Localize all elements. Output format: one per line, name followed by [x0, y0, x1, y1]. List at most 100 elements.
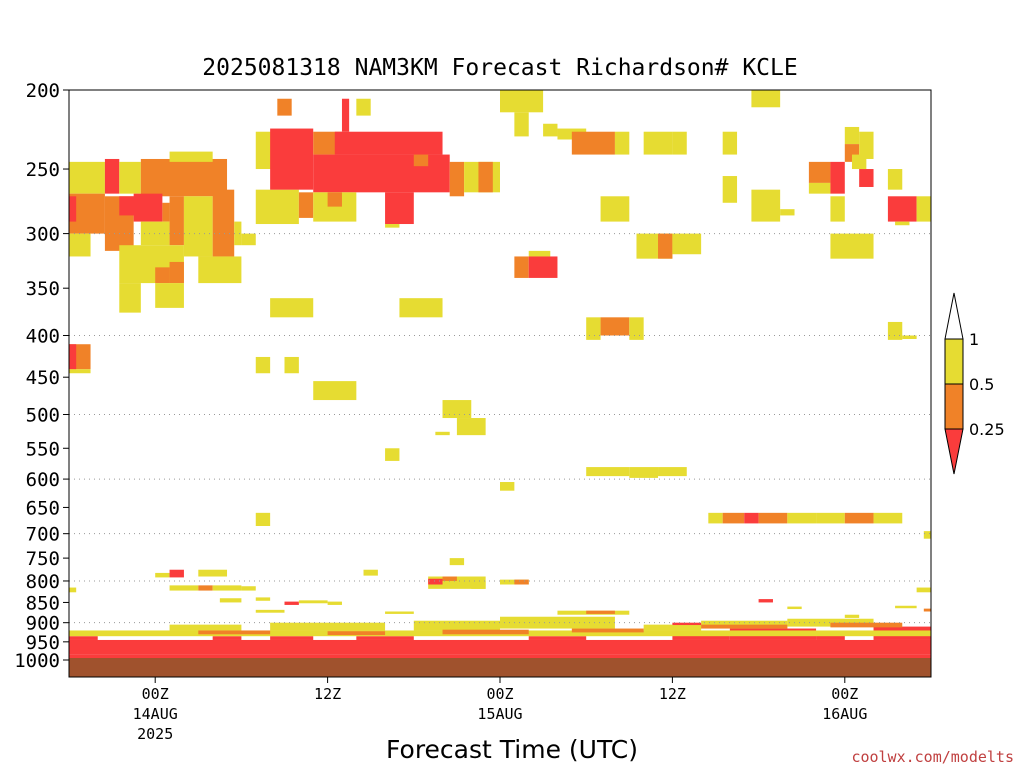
ri-cell-65 — [643, 131, 673, 155]
ri-cell-85 — [830, 196, 845, 222]
ri-cell-127 — [212, 636, 242, 640]
ri-cell-97 — [902, 335, 917, 340]
ri-cell-63 — [571, 131, 615, 155]
ri-cell-22 — [155, 283, 184, 308]
ri-cell-44 — [385, 224, 400, 228]
ri-cell-55 — [500, 90, 544, 113]
xtick-label-1: 12Z — [314, 685, 341, 703]
xtick-label-3: 12Z — [659, 685, 686, 703]
ytick-label-250: 250 — [26, 159, 60, 181]
ri-cell-126 — [69, 636, 98, 640]
ri-cell-73 — [672, 233, 702, 255]
ri-cell-26 — [69, 369, 91, 374]
ri-cell-29 — [270, 128, 314, 190]
colorbar-label-2: 0.25 — [969, 420, 1005, 439]
xtick-year-0: 2025 — [137, 725, 173, 743]
ri-cell-142 — [643, 624, 702, 631]
ri-cell-4 — [169, 151, 213, 162]
ri-cell-98 — [708, 512, 723, 524]
ri-cell-3 — [140, 158, 228, 197]
ri-cell-72 — [658, 233, 673, 259]
ri-cell-23 — [198, 256, 242, 284]
ri-cell-149 — [701, 624, 788, 629]
ri-cell-91 — [830, 233, 874, 259]
ri-cell-45 — [270, 298, 314, 318]
ri-cell-84 — [830, 161, 845, 194]
ri-cell-162 — [923, 608, 931, 612]
ri-cell-21 — [119, 283, 141, 313]
ri-cell-68 — [586, 317, 601, 340]
ri-cell-89 — [859, 169, 874, 187]
ri-cell-95 — [895, 221, 910, 226]
y-axis: 200 250 300 350 400 450 500 550 600 650 7007508008… — [14, 80, 69, 672]
ytick-label-850: 850 — [26, 592, 60, 614]
ri-cell-86 — [844, 126, 860, 145]
ri-cell-150 — [830, 622, 903, 628]
ri-cell-82 — [808, 161, 831, 183]
ri-cell-83 — [808, 182, 831, 194]
ri-cell-10 — [162, 202, 170, 222]
grid-layer — [69, 233, 931, 661]
ytick-label-600: 600 — [26, 469, 60, 491]
ri-cell-111 — [198, 585, 213, 591]
ri-cell-79 — [751, 90, 781, 108]
cells-layer — [69, 90, 931, 660]
ri-cell-106 — [923, 531, 931, 539]
colorbar-bin-0.25-0.5 — [944, 383, 964, 430]
ri-cell-19 — [155, 267, 170, 284]
chart-title: 2025081318 NAM3KM Forecast Richardson# K… — [202, 55, 797, 81]
ri-cell-88 — [859, 131, 874, 159]
ri-cell-141 — [586, 610, 615, 614]
ri-cell-15 — [234, 221, 242, 246]
ri-cell-40 — [298, 192, 314, 218]
ri-cell-58 — [528, 250, 551, 257]
ri-cell-113 — [241, 586, 256, 591]
ri-cell-1 — [104, 158, 120, 194]
ri-cell-96 — [887, 321, 903, 340]
ri-cell-117 — [449, 558, 465, 566]
ri-cell-35 — [334, 131, 443, 155]
ri-cell-146 — [327, 631, 386, 636]
ri-cell-70 — [629, 317, 644, 340]
colorbar-bin-lt0.25 — [944, 428, 964, 475]
ri-cell-155 — [385, 611, 414, 614]
xtick-label-2: 00Z — [486, 685, 513, 703]
ri-cell-101 — [758, 512, 788, 524]
ri-cell-12 — [169, 196, 184, 246]
ri-cell-130 — [528, 636, 587, 640]
ri-cell-125 — [69, 654, 931, 660]
ri-cell-153 — [298, 600, 328, 604]
ri-cell-109 — [198, 569, 228, 577]
ri-cell-121 — [471, 580, 486, 589]
ri-cell-138 — [413, 620, 500, 631]
ri-cell-161 — [916, 587, 931, 593]
ytick-label-700: 700 — [26, 524, 60, 546]
ri-cell-59 — [514, 256, 529, 278]
ri-cell-160 — [895, 605, 917, 609]
ri-cell-139 — [500, 616, 615, 629]
ri-cell-80 — [751, 189, 781, 222]
ri-cell-60 — [528, 256, 558, 278]
ri-cell-56 — [514, 112, 529, 137]
ri-cell-43 — [385, 192, 414, 225]
ri-cell-110 — [169, 585, 199, 591]
ri-cell-69 — [600, 317, 630, 336]
ri-cell-124 — [69, 639, 931, 655]
ytick-label-750: 750 — [26, 548, 60, 570]
ri-cell-50 — [442, 400, 472, 419]
ri-cell-137 — [270, 622, 386, 631]
ri-cell-34 — [313, 154, 450, 193]
ytick-label-400: 400 — [26, 325, 60, 347]
ri-cell-116 — [363, 569, 378, 576]
ri-cell-25 — [69, 344, 77, 370]
ri-cell-36 — [413, 154, 429, 167]
ri-cell-103 — [816, 512, 845, 524]
ri-cell-20 — [169, 261, 184, 284]
ri-cell-11 — [140, 221, 170, 246]
ytick-label-200: 200 — [26, 80, 60, 102]
ri-cell-147 — [442, 629, 529, 635]
ri-cell-163 — [69, 587, 77, 593]
colorbar-bin-0.5-1 — [944, 338, 964, 385]
ri-cell-136 — [169, 624, 242, 631]
